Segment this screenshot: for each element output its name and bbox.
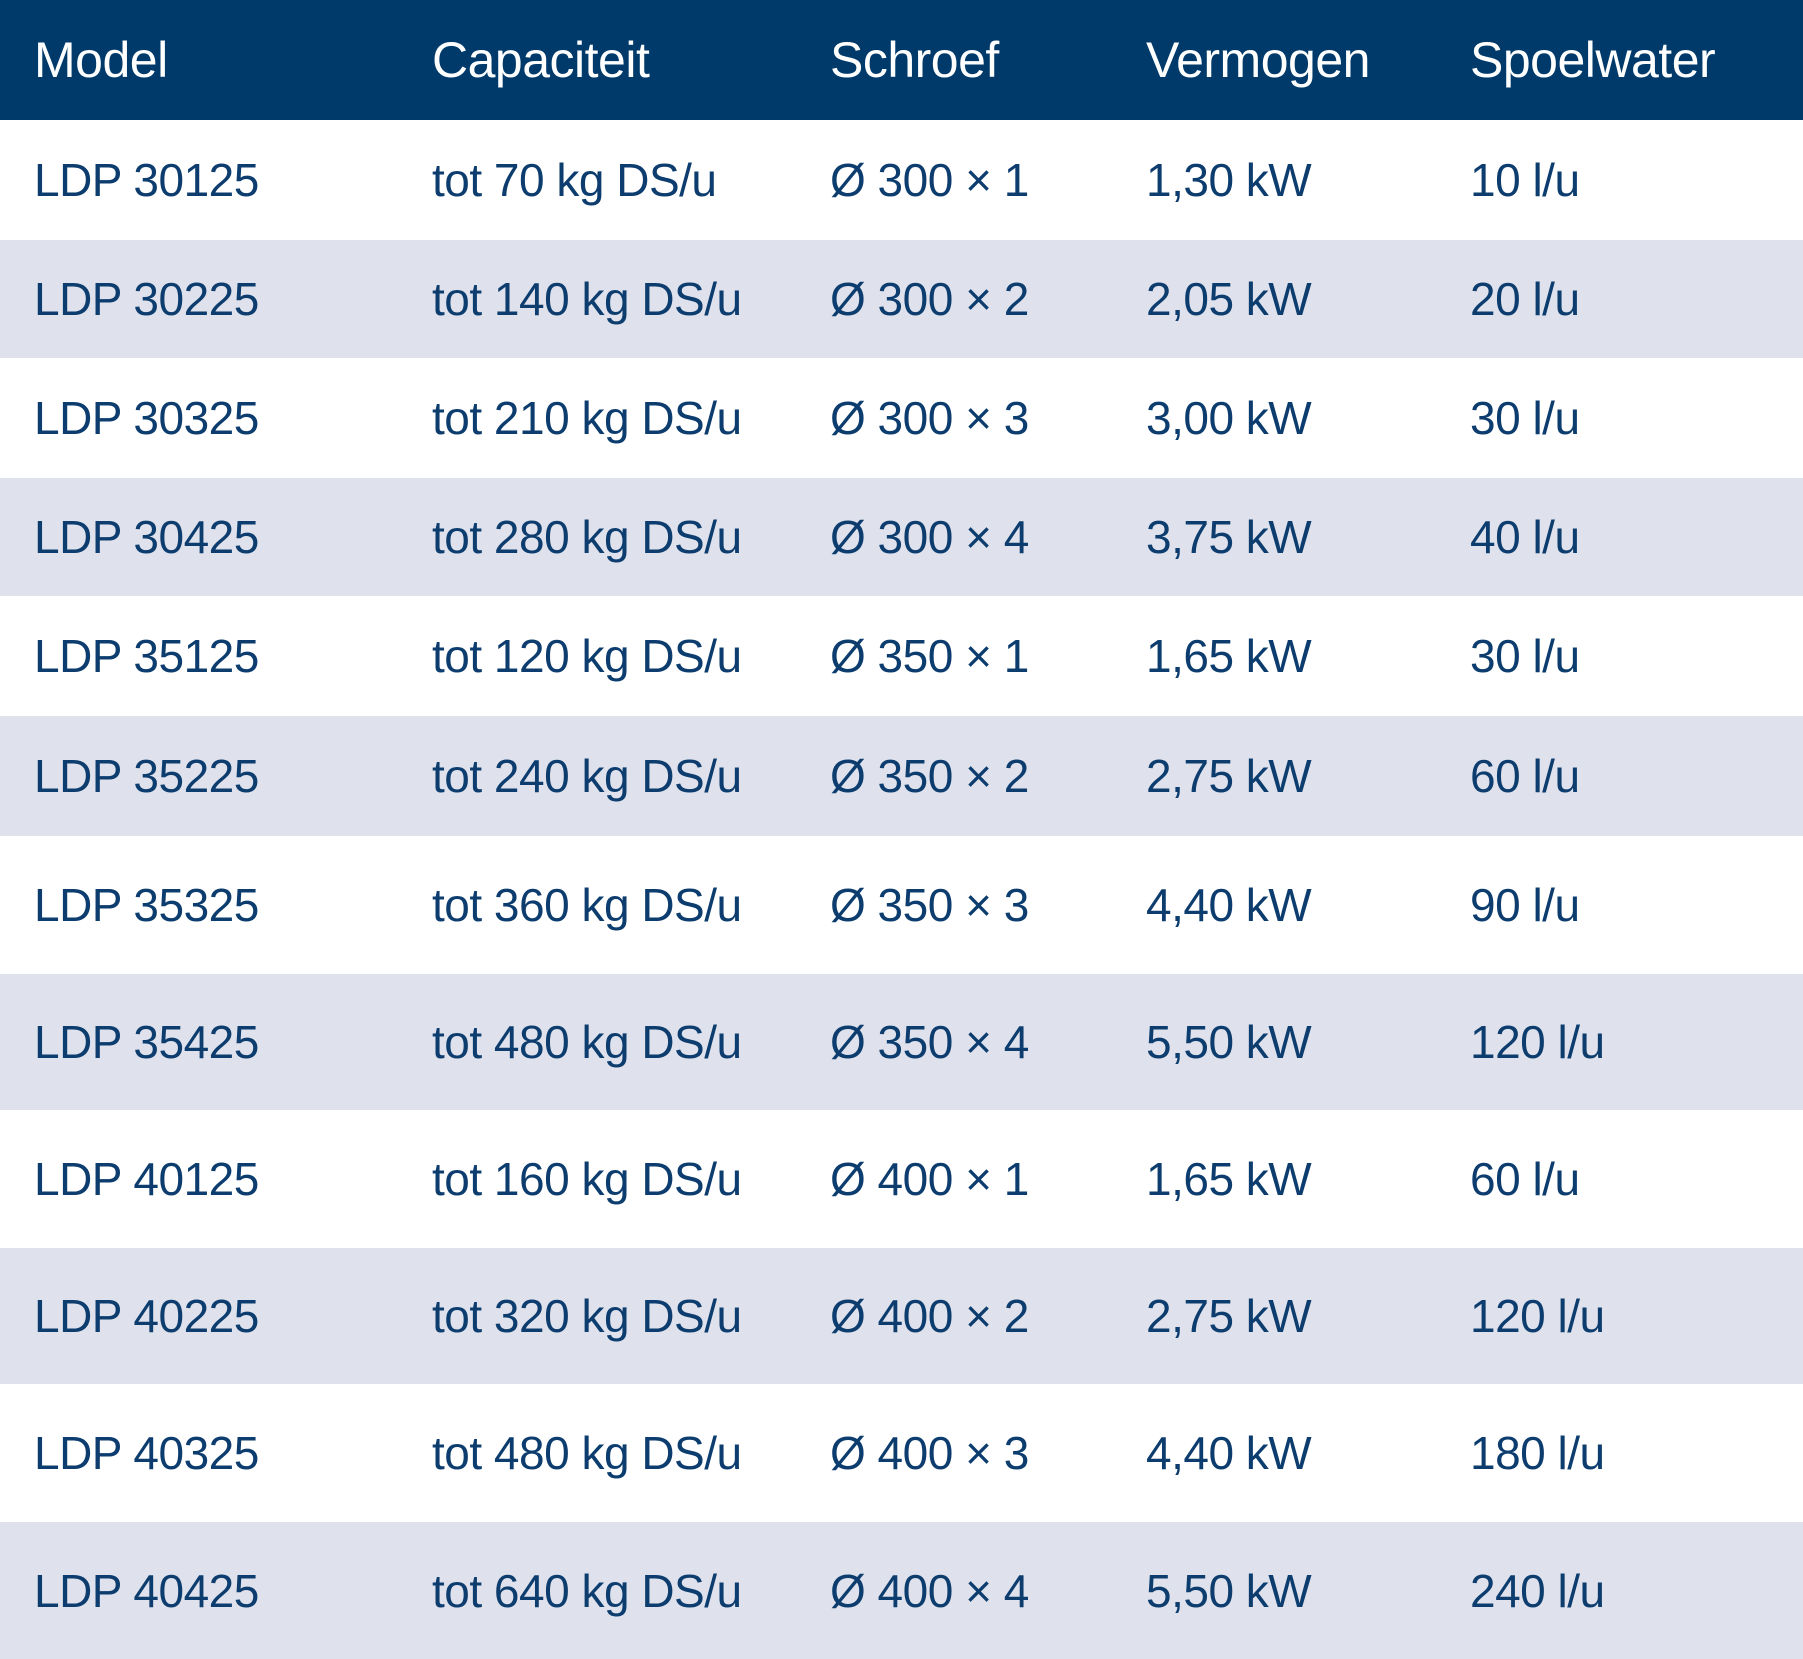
table-row: LDP 30125 tot 70 kg DS/u Ø 300 × 1 1,30 … [0, 120, 1803, 240]
cell-capaciteit: tot 70 kg DS/u [432, 154, 717, 206]
cell-spoelwater: 180 l/u [1470, 1427, 1605, 1479]
cell-capaciteit: tot 280 kg DS/u [432, 511, 742, 563]
cell-model: LDP 35225 [34, 750, 259, 802]
cell-capaciteit: tot 160 kg DS/u [432, 1153, 742, 1205]
cell-schroef: Ø 350 × 4 [830, 1016, 1029, 1068]
cell-vermogen: 3,75 kW [1146, 511, 1312, 563]
cell-spoelwater: 60 l/u [1470, 1153, 1580, 1205]
cell-schroef: Ø 400 × 2 [830, 1290, 1029, 1342]
cell-model: LDP 35125 [34, 630, 259, 682]
cell-vermogen: 2,75 kW [1146, 750, 1312, 802]
cell-schroef: Ø 300 × 4 [830, 511, 1029, 563]
header-capaciteit: Capaciteit [432, 32, 650, 88]
cell-spoelwater: 90 l/u [1470, 879, 1580, 931]
table-row: LDP 30225 tot 140 kg DS/u Ø 300 × 2 2,05… [0, 240, 1803, 358]
cell-model: LDP 30125 [34, 154, 259, 206]
cell-vermogen: 3,00 kW [1146, 392, 1312, 444]
cell-schroef: Ø 300 × 2 [830, 273, 1029, 325]
cell-model: LDP 40125 [34, 1153, 259, 1205]
cell-model: LDP 35325 [34, 879, 259, 931]
table-row: LDP 30325 tot 210 kg DS/u Ø 300 × 3 3,00… [0, 358, 1803, 478]
cell-spoelwater: 30 l/u [1470, 392, 1580, 444]
table-row: LDP 35225 tot 240 kg DS/u Ø 350 × 2 2,75… [0, 716, 1803, 836]
cell-spoelwater: 40 l/u [1470, 511, 1580, 563]
cell-schroef: Ø 400 × 3 [830, 1427, 1029, 1479]
cell-model: LDP 35425 [34, 1016, 259, 1068]
cell-capaciteit: tot 210 kg DS/u [432, 392, 742, 444]
cell-vermogen: 4,40 kW [1146, 1427, 1312, 1479]
cell-capaciteit: tot 640 kg DS/u [432, 1564, 742, 1617]
cell-vermogen: 1,65 kW [1146, 1153, 1312, 1205]
table-row: LDP 40325 tot 480 kg DS/u Ø 400 × 3 4,40… [0, 1384, 1803, 1522]
cell-vermogen: 2,75 kW [1146, 1290, 1312, 1342]
cell-vermogen: 5,50 kW [1146, 1016, 1312, 1068]
table-row: LDP 40125 tot 160 kg DS/u Ø 400 × 1 1,65… [0, 1110, 1803, 1248]
cell-spoelwater: 20 l/u [1470, 273, 1580, 325]
cell-vermogen: 5,50 kW [1146, 1564, 1312, 1617]
header-spoelwater: Spoelwater [1470, 32, 1716, 88]
header-schroef: Schroef [830, 32, 999, 88]
cell-capaciteit: tot 480 kg DS/u [432, 1016, 742, 1068]
cell-schroef: Ø 400 × 4 [830, 1564, 1029, 1617]
cell-capaciteit: tot 120 kg DS/u [432, 630, 742, 682]
cell-schroef: Ø 400 × 1 [830, 1153, 1029, 1205]
cell-capaciteit: tot 140 kg DS/u [432, 273, 742, 325]
cell-vermogen: 1,30 kW [1146, 154, 1312, 206]
cell-model: LDP 30225 [34, 273, 259, 325]
cell-schroef: Ø 350 × 1 [830, 630, 1029, 682]
cell-schroef: Ø 300 × 3 [830, 392, 1029, 444]
cell-spoelwater: 120 l/u [1470, 1016, 1605, 1068]
cell-model: LDP 40225 [34, 1290, 259, 1342]
table-row: LDP 30425 tot 280 kg DS/u Ø 300 × 4 3,75… [0, 478, 1803, 596]
cell-vermogen: 4,40 kW [1146, 879, 1312, 931]
table-row: LDP 40225 tot 320 kg DS/u Ø 400 × 2 2,75… [0, 1248, 1803, 1384]
header-model: Model [34, 32, 168, 88]
table-row: LDP 35325 tot 360 kg DS/u Ø 350 × 3 4,40… [0, 836, 1803, 974]
cell-capaciteit: tot 480 kg DS/u [432, 1427, 742, 1479]
cell-capaciteit: tot 240 kg DS/u [432, 750, 742, 802]
cell-schroef: Ø 350 × 3 [830, 879, 1029, 931]
cell-capaciteit: tot 320 kg DS/u [432, 1290, 742, 1342]
cell-schroef: Ø 350 × 2 [830, 750, 1029, 802]
cell-model: LDP 40425 [34, 1564, 259, 1617]
table-row: LDP 35125 tot 120 kg DS/u Ø 350 × 1 1,65… [0, 596, 1803, 716]
table-row: LDP 35425 tot 480 kg DS/u Ø 350 × 4 5,50… [0, 974, 1803, 1110]
cell-spoelwater: 30 l/u [1470, 630, 1580, 682]
cell-spoelwater: 240 l/u [1470, 1564, 1605, 1617]
cell-model: LDP 40325 [34, 1427, 259, 1479]
table-row: LDP 40425 tot 640 kg DS/u Ø 400 × 4 5,50… [0, 1522, 1803, 1659]
cell-spoelwater: 10 l/u [1470, 154, 1580, 206]
cell-spoelwater: 60 l/u [1470, 750, 1580, 802]
cell-model: LDP 30425 [34, 511, 259, 563]
header-vermogen: Vermogen [1146, 32, 1370, 88]
cell-capaciteit: tot 360 kg DS/u [432, 879, 742, 931]
cell-model: LDP 30325 [34, 392, 259, 444]
cell-schroef: Ø 300 × 1 [830, 154, 1029, 206]
table-header-row: Model Capaciteit Schroef Vermogen Spoelw… [0, 0, 1803, 120]
cell-spoelwater: 120 l/u [1470, 1290, 1605, 1342]
cell-vermogen: 2,05 kW [1146, 273, 1312, 325]
cell-vermogen: 1,65 kW [1146, 630, 1312, 682]
